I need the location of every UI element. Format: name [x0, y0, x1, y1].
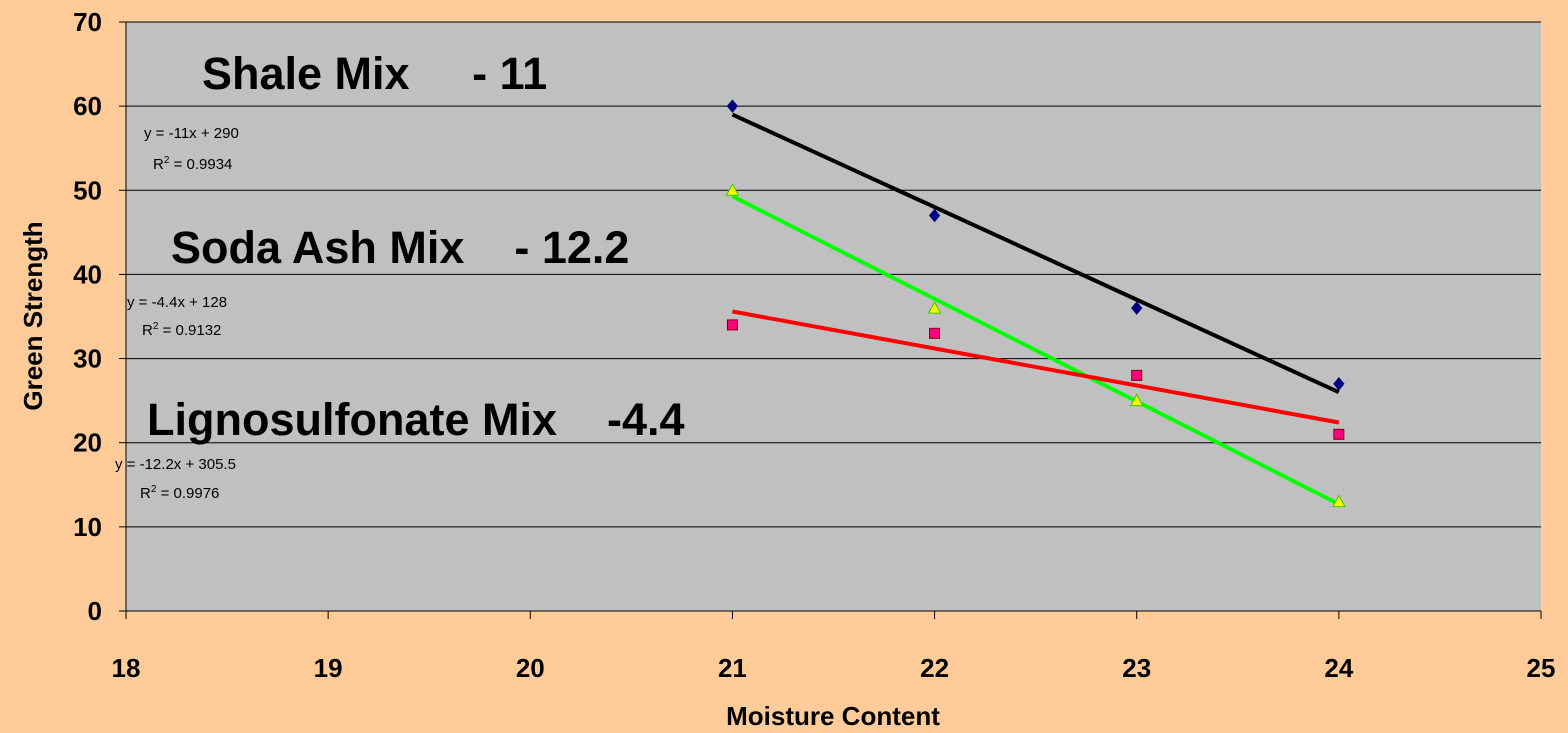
r-squared-3-value: = 0.9976	[156, 485, 219, 502]
data-markers	[725, 99, 1346, 508]
trendline-series-3	[732, 309, 1340, 425]
y-tick-label: 60	[73, 91, 102, 121]
marker-series-3	[1333, 428, 1345, 440]
plot-area	[126, 22, 1541, 611]
x-tick-label: 23	[1122, 653, 1151, 683]
marker-series-3	[929, 327, 941, 339]
marker-series-2	[725, 183, 740, 196]
trendline-series-2	[731, 194, 1340, 506]
equation-2: y = -4.4x + 128	[127, 294, 227, 311]
trendline-series-1	[731, 112, 1340, 395]
marker-series-3	[1131, 369, 1143, 381]
equation-1: y = -11x + 290	[144, 125, 239, 142]
r-squared-2-exponent: 2	[153, 321, 159, 332]
axes	[119, 21, 1542, 619]
marker-series-1	[928, 208, 941, 223]
y-tick-label: 40	[73, 259, 102, 289]
x-tick-label: 25	[1527, 653, 1556, 683]
marker-series-2	[1129, 393, 1144, 407]
r-squared-3-prefix: R	[140, 485, 151, 502]
equation-3: y = -12.2x + 305.5	[115, 456, 236, 473]
marker-series-1	[726, 99, 739, 113]
y-tick-label: 10	[73, 512, 102, 542]
r-squared-1: R2 = 0.9934	[153, 155, 232, 173]
x-axis-title: Moisture Content	[726, 701, 940, 731]
x-tick-label: 22	[920, 653, 949, 683]
r-squared-2-prefix: R	[142, 322, 153, 339]
y-tick-label: 70	[73, 7, 102, 37]
r-squared-3-exponent: 2	[151, 484, 157, 495]
x-tick-label: 24	[1324, 653, 1353, 683]
r-squared-3: R2 = 0.9976	[140, 484, 219, 502]
gridlines	[126, 21, 1541, 528]
x-tick-label: 21	[718, 653, 747, 683]
marker-series-2	[927, 301, 942, 314]
x-tick-label: 20	[516, 653, 545, 683]
marker-series-2	[1332, 494, 1346, 508]
x-tick-label: 19	[314, 653, 343, 683]
y-tick-label: 50	[73, 175, 102, 205]
y-tick-label: 0	[88, 596, 102, 626]
y-axis-title: Green Strength	[18, 221, 48, 410]
marker-series-1	[1333, 377, 1345, 391]
annotation-shale-mix: Shale Mix - 11	[202, 48, 547, 99]
r-squared-1-value: = 0.9934	[169, 156, 232, 173]
y-tick-label: 30	[73, 344, 102, 374]
x-tick-label: 18	[112, 653, 141, 683]
r-squared-1-exponent: 2	[164, 155, 170, 166]
marker-series-1	[1131, 301, 1143, 315]
y-tick-label: 20	[73, 428, 102, 458]
r-squared-2-value: = 0.9132	[158, 322, 221, 339]
x-tick-labels: 18 19 20 21 22 23 24 25	[112, 653, 1556, 683]
r-squared-1-prefix: R	[153, 156, 164, 173]
annotation-lignosulfonate-mix: Lignosulfonate Mix -4.4	[147, 394, 685, 445]
r-squared-2: R2 = 0.9132	[142, 321, 221, 339]
y-tick-labels: 0 10 20 30 40 50 60 70	[73, 7, 102, 626]
marker-series-3	[726, 319, 738, 331]
annotation-soda-ash-mix: Soda Ash Mix - 12.2	[171, 222, 629, 273]
trendlines	[731, 112, 1340, 506]
